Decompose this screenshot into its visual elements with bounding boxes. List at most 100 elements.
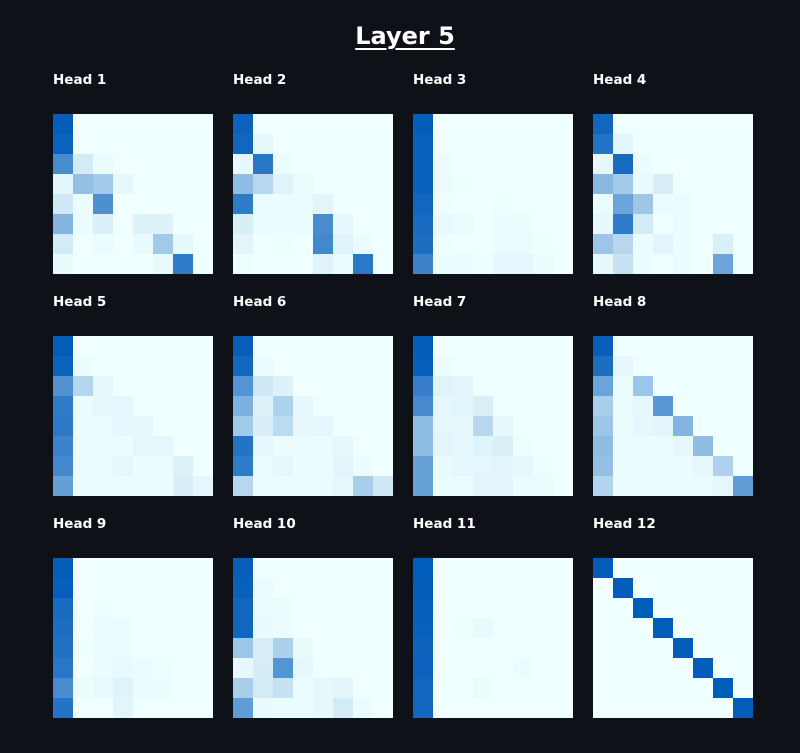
attention-heatmap[interactable]	[233, 336, 393, 496]
heatmap-cell	[173, 598, 194, 619]
heatmap-cell	[133, 234, 154, 255]
heatmap-cell	[53, 698, 74, 718]
heatmap-cell	[613, 396, 634, 417]
heatmap-cell	[633, 376, 654, 397]
heatmap-cell	[533, 194, 554, 215]
attention-heatmap[interactable]	[233, 558, 393, 718]
heatmap-cell	[193, 678, 213, 699]
heatmap-cell	[273, 476, 294, 496]
attention-heatmap[interactable]	[413, 336, 573, 496]
heatmap-cell	[713, 416, 734, 437]
heatmap-cell	[113, 698, 134, 718]
heatmap-cell	[73, 174, 94, 195]
attention-heatmap[interactable]	[53, 336, 213, 496]
heatmap-cell	[473, 456, 494, 477]
heatmap-cell	[133, 134, 154, 155]
heatmap-cell	[473, 416, 494, 437]
heatmap-cell	[733, 558, 753, 579]
heatmap-cell	[713, 134, 734, 155]
heatmap-cell	[153, 214, 174, 235]
heatmap-cell	[73, 396, 94, 417]
heatmap-cell	[653, 396, 674, 417]
heatmap-cell	[513, 336, 534, 357]
heads-grid: Head 1 Head 2 Head 3 Head 4 Head 5 Head 6 Head…	[53, 70, 753, 730]
heatmap-cell	[413, 134, 434, 155]
heatmap-cell	[713, 698, 734, 718]
heatmap-cell	[273, 456, 294, 477]
heatmap-cell	[53, 134, 74, 155]
heatmap-cell	[353, 558, 374, 579]
heatmap-cell	[313, 376, 334, 397]
heatmap-cell	[693, 416, 714, 437]
heatmap-cell	[413, 456, 434, 477]
heatmap-cell	[633, 114, 654, 135]
heatmap-cell	[433, 416, 454, 437]
heatmap-cell	[693, 214, 714, 235]
heatmap-cell	[133, 658, 154, 679]
heatmap-cell	[353, 476, 374, 496]
heatmap-cell	[153, 194, 174, 215]
heatmap-cell	[653, 194, 674, 215]
attention-heatmap[interactable]	[593, 336, 753, 496]
attention-heatmap[interactable]	[413, 558, 573, 718]
heatmap-cell	[553, 114, 573, 135]
heatmap-cell	[153, 578, 174, 599]
heatmap-cell	[273, 658, 294, 679]
heatmap-cell	[373, 254, 393, 274]
heatmap-cell	[433, 456, 454, 477]
heatmap-cell	[253, 174, 274, 195]
heatmap-cell	[193, 598, 213, 619]
heatmap-cell	[313, 698, 334, 718]
heatmap-cell	[113, 658, 134, 679]
heatmap-cell	[693, 174, 714, 195]
head-title: Head 3	[413, 72, 467, 88]
heatmap-cell	[193, 376, 213, 397]
heatmap-cell	[173, 154, 194, 175]
heatmap-cell	[593, 214, 614, 235]
heatmap-cell	[433, 376, 454, 397]
heatmap-cell	[653, 578, 674, 599]
heatmap-cell	[513, 416, 534, 437]
attention-heatmap[interactable]	[53, 558, 213, 718]
heatmap-cell	[113, 558, 134, 579]
heatmap-cell	[413, 658, 434, 679]
heatmap-cell	[53, 174, 74, 195]
heatmap-cell	[73, 618, 94, 639]
heatmap-cell	[333, 194, 354, 215]
heatmap-cell	[553, 598, 573, 619]
heatmap-cell	[613, 436, 634, 457]
heatmap-cell	[413, 234, 434, 255]
heatmap-cell	[373, 376, 393, 397]
attention-heatmap[interactable]	[413, 114, 573, 274]
heatmap-cell	[353, 134, 374, 155]
attention-heatmap[interactable]	[593, 558, 753, 718]
heatmap-cell	[313, 254, 334, 274]
heatmap-cell	[553, 578, 573, 599]
heatmap-cell	[433, 356, 454, 377]
heatmap-cell	[233, 234, 254, 255]
heatmap-cell	[413, 254, 434, 274]
heatmap-cell	[733, 134, 753, 155]
heatmap-cell	[673, 134, 694, 155]
heatmap-cell	[73, 214, 94, 235]
attention-heatmap[interactable]	[593, 114, 753, 274]
heatmap-cell	[533, 336, 554, 357]
attention-heatmap[interactable]	[53, 114, 213, 274]
heatmap-cell	[433, 678, 454, 699]
heatmap-cell	[733, 456, 753, 477]
heatmap-cell	[693, 678, 714, 699]
heatmap-cell	[613, 234, 634, 255]
heatmap-cell	[73, 376, 94, 397]
heatmap-cell	[93, 416, 114, 437]
heatmap-cell	[73, 194, 94, 215]
heatmap-cell	[233, 698, 254, 718]
heatmap-cell	[413, 416, 434, 437]
heatmap-cell	[313, 436, 334, 457]
heatmap-cell	[493, 234, 514, 255]
heatmap-cell	[453, 456, 474, 477]
heatmap-cell	[593, 658, 614, 679]
attention-heatmap[interactable]	[233, 114, 393, 274]
heatmap-cell	[453, 336, 474, 357]
heatmap-cell	[553, 618, 573, 639]
heatmap-cell	[493, 456, 514, 477]
